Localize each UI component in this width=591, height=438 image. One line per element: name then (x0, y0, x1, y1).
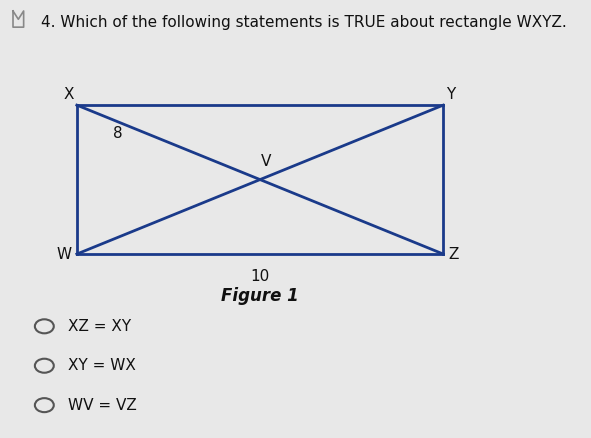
Text: Y: Y (446, 87, 456, 102)
Text: W: W (57, 247, 72, 261)
Text: 8: 8 (113, 126, 123, 141)
Text: 4. Which of the following statements is TRUE about rectangle WXYZ.: 4. Which of the following statements is … (41, 15, 567, 30)
Text: 10: 10 (251, 269, 269, 284)
Text: Z: Z (448, 247, 459, 261)
Text: Figure 1: Figure 1 (221, 287, 299, 305)
Text: X: X (63, 87, 74, 102)
Text: WV = VZ: WV = VZ (68, 398, 137, 413)
Text: V: V (261, 154, 271, 169)
Text: XZ = XY: XZ = XY (68, 319, 131, 334)
Text: XY = WX: XY = WX (68, 358, 136, 373)
